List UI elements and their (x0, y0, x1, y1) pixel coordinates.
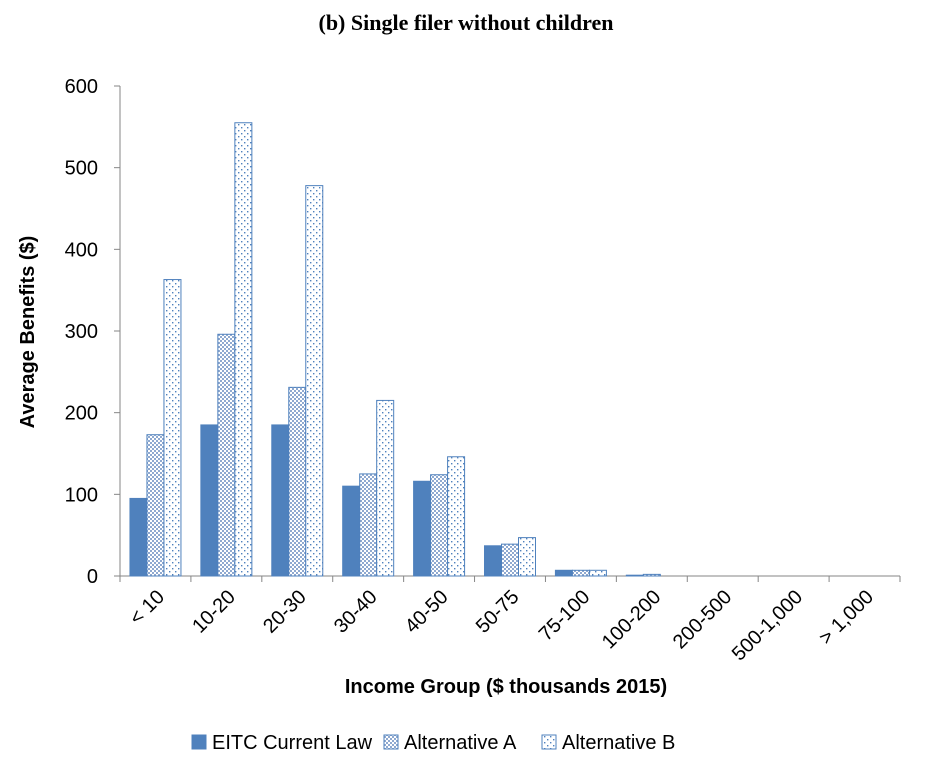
x-tick-label: 200-500 (669, 586, 736, 653)
legend-label-alternative-a: Alternative A (404, 732, 517, 754)
bar-alternative-b-10 (163, 279, 182, 577)
x-tick-label: 10-20 (188, 586, 240, 638)
x-tick-label: 100-200 (598, 586, 665, 653)
bar-alternative-b-40-50 (447, 456, 466, 577)
x-tick-label: 40-50 (401, 586, 453, 638)
bar-eitc-current-law-30-40 (342, 485, 361, 577)
y-tick-label: 200 (65, 403, 98, 425)
bar-eitc-current-law-10-20 (200, 424, 219, 577)
x-tick-label: > 1,000 (815, 586, 878, 649)
y-axis-label: Average Benefits ($) (17, 236, 39, 429)
bar-alternative-b-20-30 (305, 185, 324, 577)
legend-swatch-alternative-a (383, 734, 399, 750)
legend: EITC Current Law Alternative A Alternati… (191, 732, 675, 754)
bar-alternative-b-50-75 (518, 537, 536, 577)
chart-title: (b) Single filer without children (318, 10, 614, 35)
x-tick-label: 30-40 (330, 586, 382, 638)
bar-alternative-b-30-40 (376, 399, 395, 577)
x-tick-label: 500-1,000 (728, 586, 807, 665)
y-tick-label: 0 (87, 566, 98, 588)
legend-swatch-current-law (191, 734, 207, 750)
bar-eitc-current-law-75-100 (554, 569, 573, 577)
bar-alternative-a-10 (146, 434, 165, 577)
bar-eitc-current-law-50-75 (484, 545, 502, 577)
bar-eitc-current-law-20-30 (271, 424, 290, 577)
x-tick-label: < 10 (126, 586, 169, 629)
y-tick-label: 300 (65, 321, 98, 343)
y-tick-label: 600 (65, 76, 98, 98)
legend-swatch-alternative-b (541, 734, 557, 750)
bar-alternative-a-75-100 (571, 569, 590, 577)
legend-label-current-law: EITC Current Law (212, 732, 373, 754)
bar-alternative-a-20-30 (288, 386, 307, 577)
legend-label-alternative-b: Alternative B (562, 732, 675, 754)
x-tick-label: 20-30 (259, 586, 311, 638)
bar-alternative-a-30-40 (359, 473, 378, 577)
bar-alternative-a-100-200 (642, 573, 661, 577)
bar-eitc-current-law-10 (129, 497, 148, 577)
x-tick-label: 50-75 (472, 586, 524, 638)
bar-alternative-a-40-50 (430, 474, 449, 577)
bar-alternative-b-10-20 (234, 122, 253, 577)
x-axis-label: Income Group ($ thousands 2015) (345, 676, 667, 698)
y-tick-label: 400 (65, 239, 98, 261)
y-tick-label: 500 (65, 158, 98, 180)
bar-eitc-current-law-40-50 (413, 480, 432, 577)
bar-alternative-a-10-20 (217, 333, 236, 577)
x-tick-label: 75-100 (535, 586, 595, 646)
y-tick-label: 100 (65, 484, 98, 506)
bar-alternative-a-50-75 (501, 543, 519, 577)
bar-eitc-current-law-100-200 (625, 574, 644, 577)
bar-alternative-b-75-100 (588, 569, 607, 577)
